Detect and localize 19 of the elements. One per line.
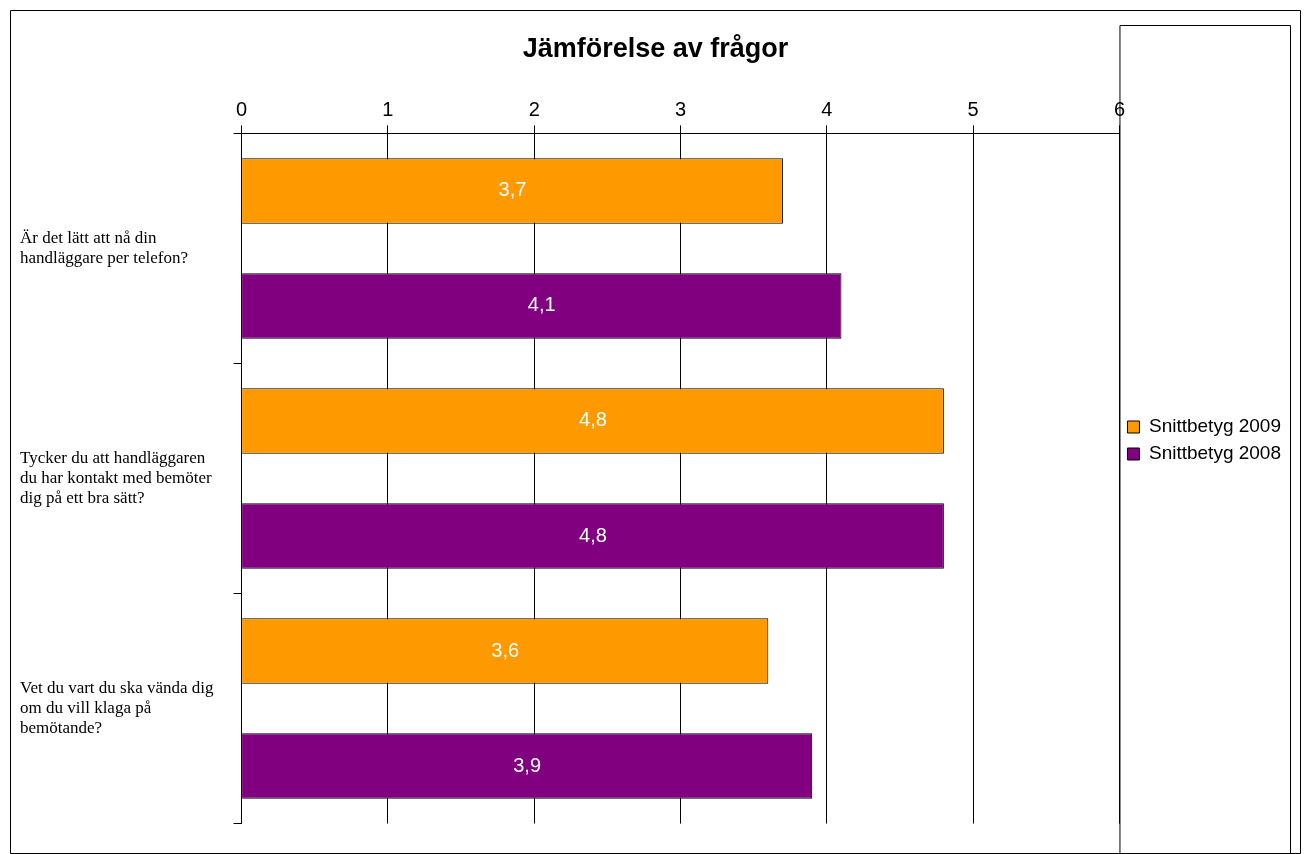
x-tick-label: 6	[1113, 97, 1126, 120]
data-label: 4,8	[579, 408, 607, 431]
x-tick-label: 1	[382, 97, 394, 120]
y-tick-label: Tycker du att handläggaren du har kontakt med bemöter dig på ett bra sätt?	[20, 447, 212, 508]
legend-label: Snittbetyg 2008	[1148, 442, 1281, 464]
chart-title: Jämförelse av frågor	[522, 32, 789, 63]
x-tick-label: 4	[821, 97, 833, 120]
x-tick-label: 0	[236, 97, 248, 120]
data-label: 3,7	[498, 178, 527, 201]
y-tick-label: Är det lätt att nå din handläggare per telefon?	[20, 227, 189, 268]
data-label: 3,6	[491, 638, 520, 661]
legend-label: Snittbetyg 2009	[1148, 415, 1281, 437]
y-tick-label: Vet du vart du ska vända dig om du vill klaga på bemötande?	[20, 677, 215, 738]
data-label: 3,9	[513, 753, 542, 776]
x-tick-label: 5	[967, 97, 979, 120]
x-tick-label: 3	[674, 97, 687, 120]
data-label: 4,8	[579, 523, 607, 546]
data-label: 4,1	[527, 293, 556, 316]
x-tick-label: 2	[528, 97, 540, 120]
